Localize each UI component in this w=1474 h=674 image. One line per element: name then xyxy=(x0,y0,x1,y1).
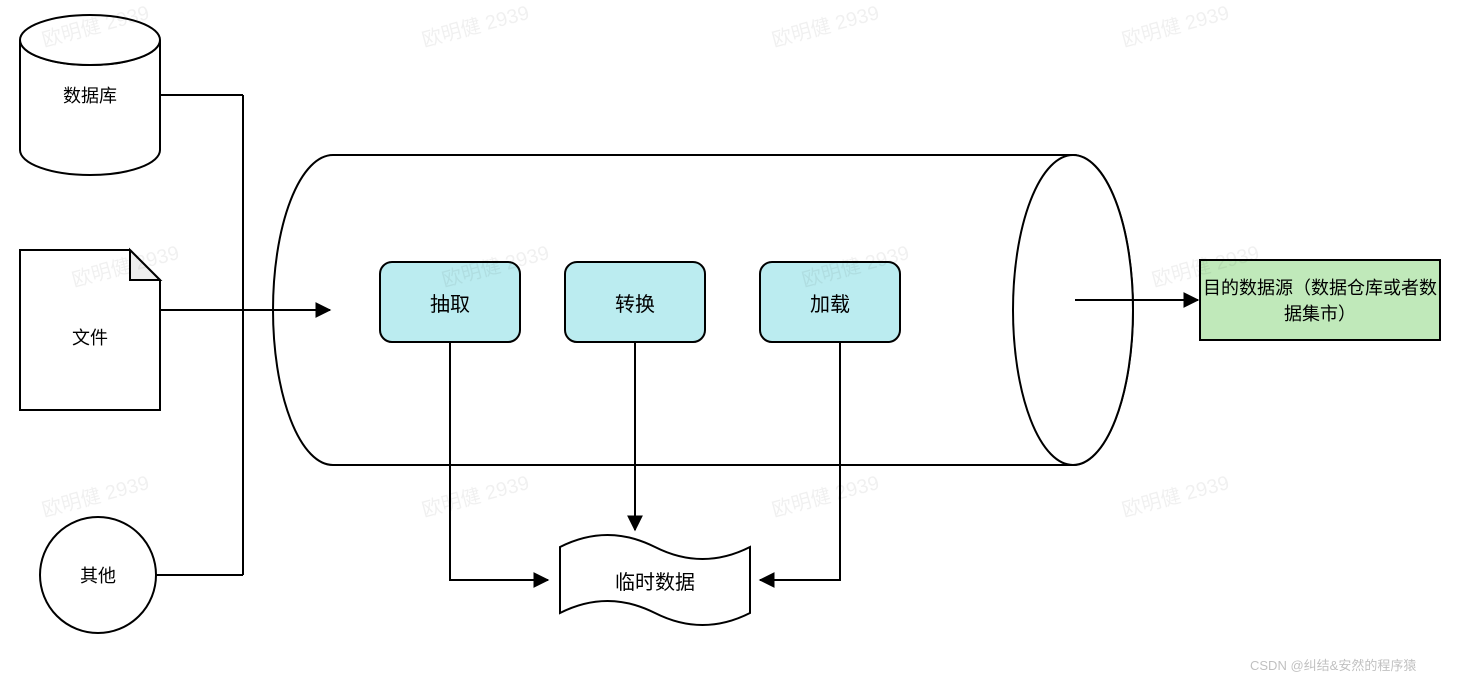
credit-text: CSDN @纠结&安然的程序猿 xyxy=(1250,655,1416,674)
file-label: 文件 xyxy=(20,322,160,352)
extract-label: 抽取 xyxy=(380,262,520,342)
temp-label: 临时数据 xyxy=(560,535,750,625)
other-label: 其他 xyxy=(40,560,156,590)
load-label: 加载 xyxy=(760,262,900,342)
target-label: 目的数据源（数据仓库或者数据集市） xyxy=(1200,260,1440,340)
database-label: 数据库 xyxy=(20,80,160,110)
transform-label: 转换 xyxy=(565,262,705,342)
